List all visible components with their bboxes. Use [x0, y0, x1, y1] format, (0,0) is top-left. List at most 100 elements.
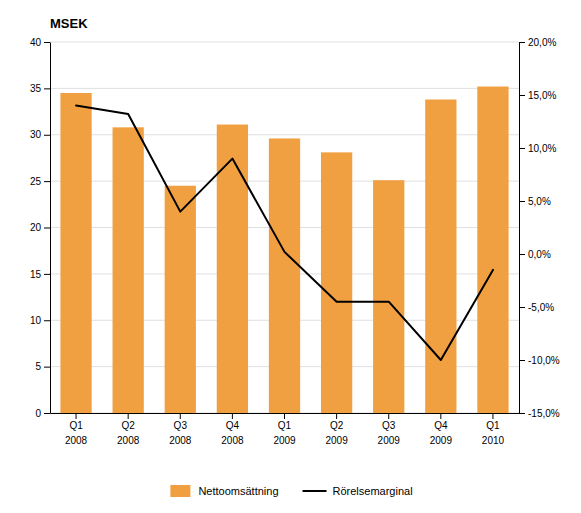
- tick-mark: [44, 88, 50, 89]
- tick-label: 40: [30, 37, 42, 48]
- tick-label-group: 2009: [430, 435, 453, 446]
- legend: NettoomsättningRörelsemarginal: [170, 485, 412, 497]
- axis-title: MSEK: [50, 16, 88, 31]
- line: [76, 106, 493, 360]
- tick: -10,0%: [519, 355, 560, 366]
- tick: 10: [30, 315, 50, 326]
- tick-mark: [284, 413, 285, 419]
- tick: Q1 2008: [65, 413, 88, 446]
- y-axis: 0 5 10 15 20 25 30 35 40: [30, 37, 51, 419]
- tick-mark: [519, 254, 525, 255]
- tick: Q1 2009: [273, 413, 296, 446]
- tick-mark: [519, 413, 525, 414]
- tick-mark: [44, 181, 50, 182]
- tick: 0,0%: [519, 249, 551, 260]
- tick-mark: [44, 367, 50, 368]
- tick-label: Q4: [226, 420, 240, 431]
- tick: 5,0%: [519, 196, 551, 207]
- tick: Q3 2009: [378, 413, 401, 446]
- bar: [269, 138, 300, 413]
- grid: [50, 42, 519, 413]
- bar: [373, 180, 404, 413]
- x-axis: Q1 2008 Q2 2008 Q3 2008 Q42008 Q1 2009 Q2 2009 Q3 20…: [51, 413, 520, 446]
- tick-mark: [44, 228, 50, 229]
- grid-line: [50, 88, 519, 89]
- bar: [321, 152, 352, 413]
- tick-mark: [232, 413, 233, 419]
- tick-mark: [519, 95, 525, 96]
- bar: [477, 87, 508, 413]
- axis-line: [50, 43, 51, 414]
- tick-label: 20,0%: [528, 37, 556, 48]
- tick: 40: [30, 37, 50, 48]
- marks: [60, 87, 508, 413]
- tick: 0: [35, 408, 50, 419]
- tick-label: 20: [30, 222, 42, 233]
- chart: 0 5 10 15 20 25 30 35 40 -15,0% -10,0% -5,0% 0,0% 5,0…: [0, 0, 581, 513]
- tick-label: Q2: [121, 420, 135, 431]
- tick: Q42008: [221, 413, 244, 446]
- tick-label: Q3: [382, 420, 396, 431]
- tick-label: 10,0%: [528, 143, 556, 154]
- tick: -5,0%: [519, 302, 554, 313]
- tick-label: 10: [30, 315, 42, 326]
- bar-series: [60, 87, 508, 413]
- tick-mark: [44, 274, 50, 275]
- legend-swatch: [303, 490, 327, 492]
- plot: 0 5 10 15 20 25 30 35 40 -15,0% -10,0% -5,0% 0,0% 5,0…: [30, 16, 560, 446]
- tick-mark: [44, 135, 50, 136]
- tick: 20: [30, 222, 50, 233]
- tick: Q2 2008: [117, 413, 140, 446]
- tick-label: 0,0%: [528, 249, 551, 260]
- tick-label: 5: [35, 361, 41, 372]
- tick-mark: [336, 413, 337, 419]
- tick-label: 30: [30, 129, 42, 140]
- tick: Q42009: [430, 413, 453, 446]
- legend-item: Nettoomsättning: [170, 485, 278, 497]
- y2-axis: -15,0% -10,0% -5,0% 0,0% 5,0% 10,0% 15,0% 20,0%: [519, 37, 560, 419]
- tick-label-group: 2009: [378, 435, 401, 446]
- tick-label: Q3: [174, 420, 188, 431]
- tick-label: Q1: [69, 420, 83, 431]
- tick-label: Q2: [330, 420, 344, 431]
- tick: 5: [35, 361, 50, 372]
- tick: -15,0%: [519, 408, 560, 419]
- tick: 15: [30, 269, 50, 280]
- tick-mark: [440, 413, 441, 419]
- tick: 15,0%: [519, 90, 556, 101]
- tick-label: 5,0%: [528, 196, 551, 207]
- tick-mark: [519, 42, 525, 43]
- tick: 35: [30, 83, 50, 94]
- bar: [113, 127, 144, 413]
- tick-label: -10,0%: [528, 355, 560, 366]
- bar: [217, 125, 248, 413]
- tick: 30: [30, 129, 50, 140]
- tick-label-group: 2009: [273, 435, 296, 446]
- grid-line: [50, 42, 519, 43]
- tick-label-group: 2008: [117, 435, 140, 446]
- tick-mark: [76, 413, 77, 419]
- tick: Q3 2008: [169, 413, 192, 446]
- tick-label: 35: [30, 83, 42, 94]
- tick-label: 15: [30, 269, 42, 280]
- tick-mark: [492, 413, 493, 419]
- bar: [425, 100, 456, 413]
- tick-label: Q1: [486, 420, 500, 431]
- tick-mark: [519, 201, 525, 202]
- tick-label: Q1: [278, 420, 292, 431]
- legend-swatch: [170, 485, 190, 497]
- tick: Q12010: [482, 413, 505, 446]
- tick-mark: [128, 413, 129, 419]
- tick-label-group: 2009: [325, 435, 348, 446]
- bar: [165, 186, 196, 413]
- tick-mark: [44, 413, 50, 414]
- tick: 25: [30, 176, 50, 187]
- tick-label: -15,0%: [528, 408, 560, 419]
- axis-line: [519, 43, 520, 414]
- tick-label-group: 2008: [169, 435, 192, 446]
- tick-mark: [388, 413, 389, 419]
- bar: [60, 93, 91, 413]
- tick-label-group: 2008: [65, 435, 88, 446]
- tick-label: 0: [35, 408, 41, 419]
- tick: 20,0%: [519, 37, 556, 48]
